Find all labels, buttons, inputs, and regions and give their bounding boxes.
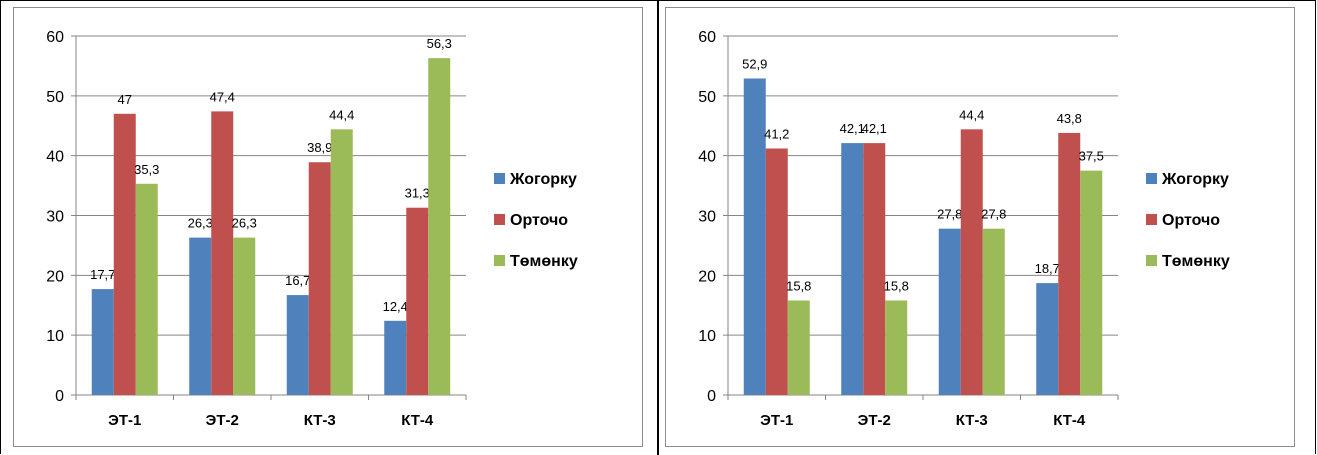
bar [787, 300, 810, 395]
chart-left-svg: 0 10 20 30 40 50 60 17,7 47 35,3 ЭТ-1 26,3 47,4 26,3 Э… [46, 29, 578, 429]
bar [308, 162, 331, 395]
legend-swatch [494, 173, 505, 184]
data-label: 15,8 [786, 278, 811, 293]
legend-label: Жогорку [1161, 171, 1229, 188]
y-tick-label: 0 [707, 388, 716, 405]
bar [1058, 132, 1081, 395]
legend-swatch [1146, 255, 1157, 266]
legend-swatch [494, 255, 505, 266]
y-tick-label: 50 [698, 89, 716, 106]
y-tick-label: 30 [46, 209, 64, 226]
y-tick-label: 30 [698, 209, 716, 226]
legend-label: Жогорку [509, 171, 577, 188]
bar [91, 289, 114, 395]
bar [1036, 283, 1059, 395]
data-label: 26,3 [188, 216, 213, 231]
bar [330, 129, 353, 395]
y-tick-label: 0 [55, 388, 64, 405]
bar [938, 228, 961, 395]
data-label: 47 [118, 92, 132, 107]
data-label: 17,7 [90, 267, 115, 282]
data-label: 27,8 [981, 207, 1006, 222]
data-label: 44,4 [959, 107, 984, 122]
data-label: 44,4 [329, 107, 354, 122]
bar [286, 295, 309, 395]
bar [982, 228, 1005, 395]
data-label: 42,1 [840, 121, 865, 136]
y-tick-label: 20 [698, 268, 716, 285]
x-category-label: КТ-4 [1053, 412, 1086, 429]
bar [863, 143, 886, 395]
table-cell-divider [657, 0, 659, 455]
chart-left: 0 10 20 30 40 50 60 17,7 47 35,3 ЭТ-1 26,3 47,4 26,3 Э… [13, 7, 643, 447]
y-tick-label: 40 [698, 149, 716, 166]
y-tick-label: 60 [698, 29, 716, 46]
bar [428, 58, 451, 395]
legend-swatch [1146, 214, 1157, 225]
data-label: 42,1 [862, 121, 887, 136]
chart-right-svg: 0 10 20 30 40 50 60 52,9 41,2 15,8 ЭТ-1 42,142,1 15,… [698, 29, 1230, 429]
bar [189, 237, 212, 395]
x-category-label: КТ-3 [304, 412, 336, 429]
y-tick-label: 20 [46, 268, 64, 285]
x-category-label: ЭТ-1 [108, 412, 141, 429]
data-label: 18,7 [1035, 261, 1060, 276]
bar [1080, 170, 1103, 395]
data-label: 56,3 [427, 36, 452, 51]
data-label: 31,3 [405, 186, 430, 201]
bar [885, 300, 908, 395]
data-label: 27,8 [937, 207, 962, 222]
y-tick-label: 10 [698, 328, 716, 345]
bar [765, 148, 788, 395]
x-category-label: КТ-3 [956, 412, 988, 429]
bar [211, 111, 234, 395]
data-label: 38,9 [307, 140, 332, 155]
bar [743, 78, 766, 396]
legend-label: Орточо [510, 212, 568, 229]
bar [841, 143, 864, 395]
x-category-label: КТ-4 [401, 412, 434, 429]
data-label: 37,5 [1079, 149, 1104, 164]
data-label: 12,4 [383, 299, 408, 314]
bar [406, 207, 429, 395]
legend-label: Төмөнку [1162, 253, 1230, 270]
y-tick-label: 50 [46, 89, 64, 106]
y-tick-label: 40 [46, 149, 64, 166]
bar [233, 237, 256, 395]
bar [113, 113, 136, 396]
data-label: 52,9 [742, 56, 767, 71]
y-tick-label: 10 [46, 328, 64, 345]
legend-label: Орточо [1162, 212, 1220, 229]
x-category-label: ЭТ-2 [858, 412, 891, 429]
x-category-label: ЭТ-2 [206, 412, 239, 429]
data-label: 26,3 [232, 216, 257, 231]
data-label: 35,3 [134, 162, 159, 177]
legend-label: Төмөнку [510, 253, 578, 270]
bar [384, 320, 407, 395]
data-label: 47,4 [210, 89, 235, 104]
legend-swatch [1146, 173, 1157, 184]
data-label: 16,7 [285, 273, 310, 288]
y-tick-label: 60 [46, 29, 64, 46]
data-label: 41,2 [764, 126, 789, 141]
bar [960, 129, 983, 395]
data-label: 15,8 [884, 278, 909, 293]
data-label: 43,8 [1057, 111, 1082, 126]
bar [135, 183, 158, 395]
chart-right: 0 10 20 30 40 50 60 52,9 41,2 15,8 ЭТ-1 42,1 42,1 15,… [665, 7, 1295, 447]
x-category-label: ЭТ-1 [760, 412, 793, 429]
legend-swatch [494, 214, 505, 225]
